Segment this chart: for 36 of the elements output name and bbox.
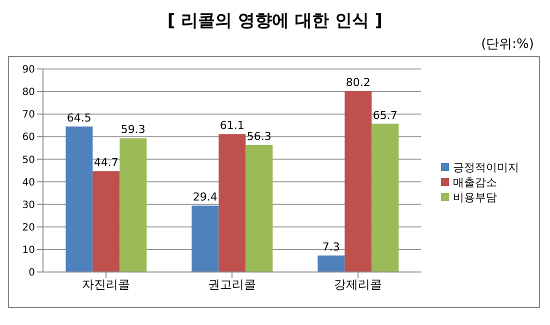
data-label: 56.3 [246,130,272,144]
y-tick-label: 30 [22,200,35,211]
y-tick-label: 10 [22,244,35,256]
y-tick-label: 0 [28,268,35,279]
bar [246,145,273,272]
data-label: 59.3 [120,123,146,136]
bar [318,256,345,272]
data-label: 65.7 [372,108,398,122]
legend-label: 매출감소 [453,176,497,188]
bar [92,171,120,272]
data-label: 64.5 [66,112,92,125]
x-tick-label: 권고리콜 [208,278,256,292]
bar [344,91,372,272]
y-tick-label: 20 [22,222,35,234]
x-tick-label: 자진리콜 [82,278,130,292]
y-tick-label: 90 [22,64,35,76]
y-tick-label: 50 [22,154,35,166]
bar [218,134,246,272]
text: (단위:%) [480,36,535,54]
y-tick-label: 40 [22,177,35,188]
chart-title: [ 리콜의 영향에 대한 인식 ] [166,10,384,33]
legend-label: 긍정적이미지 [453,160,519,174]
bar [120,138,147,272]
y-tick-label: 80 [22,87,35,98]
data-label: 7.3 [322,240,340,254]
y-tick-label: 70 [22,110,35,121]
data-label: 44.7 [94,156,118,170]
data-label: 61.1 [220,119,244,132]
bar [66,126,93,272]
y-tick-label: 60 [22,132,35,144]
bar [192,206,219,272]
legend-label: 비용부담 [453,190,497,204]
data-label: 80.2 [346,76,370,90]
data-label: 29.4 [192,190,218,204]
x-tick-label: 강제리콜 [334,278,382,292]
bar [372,124,399,272]
